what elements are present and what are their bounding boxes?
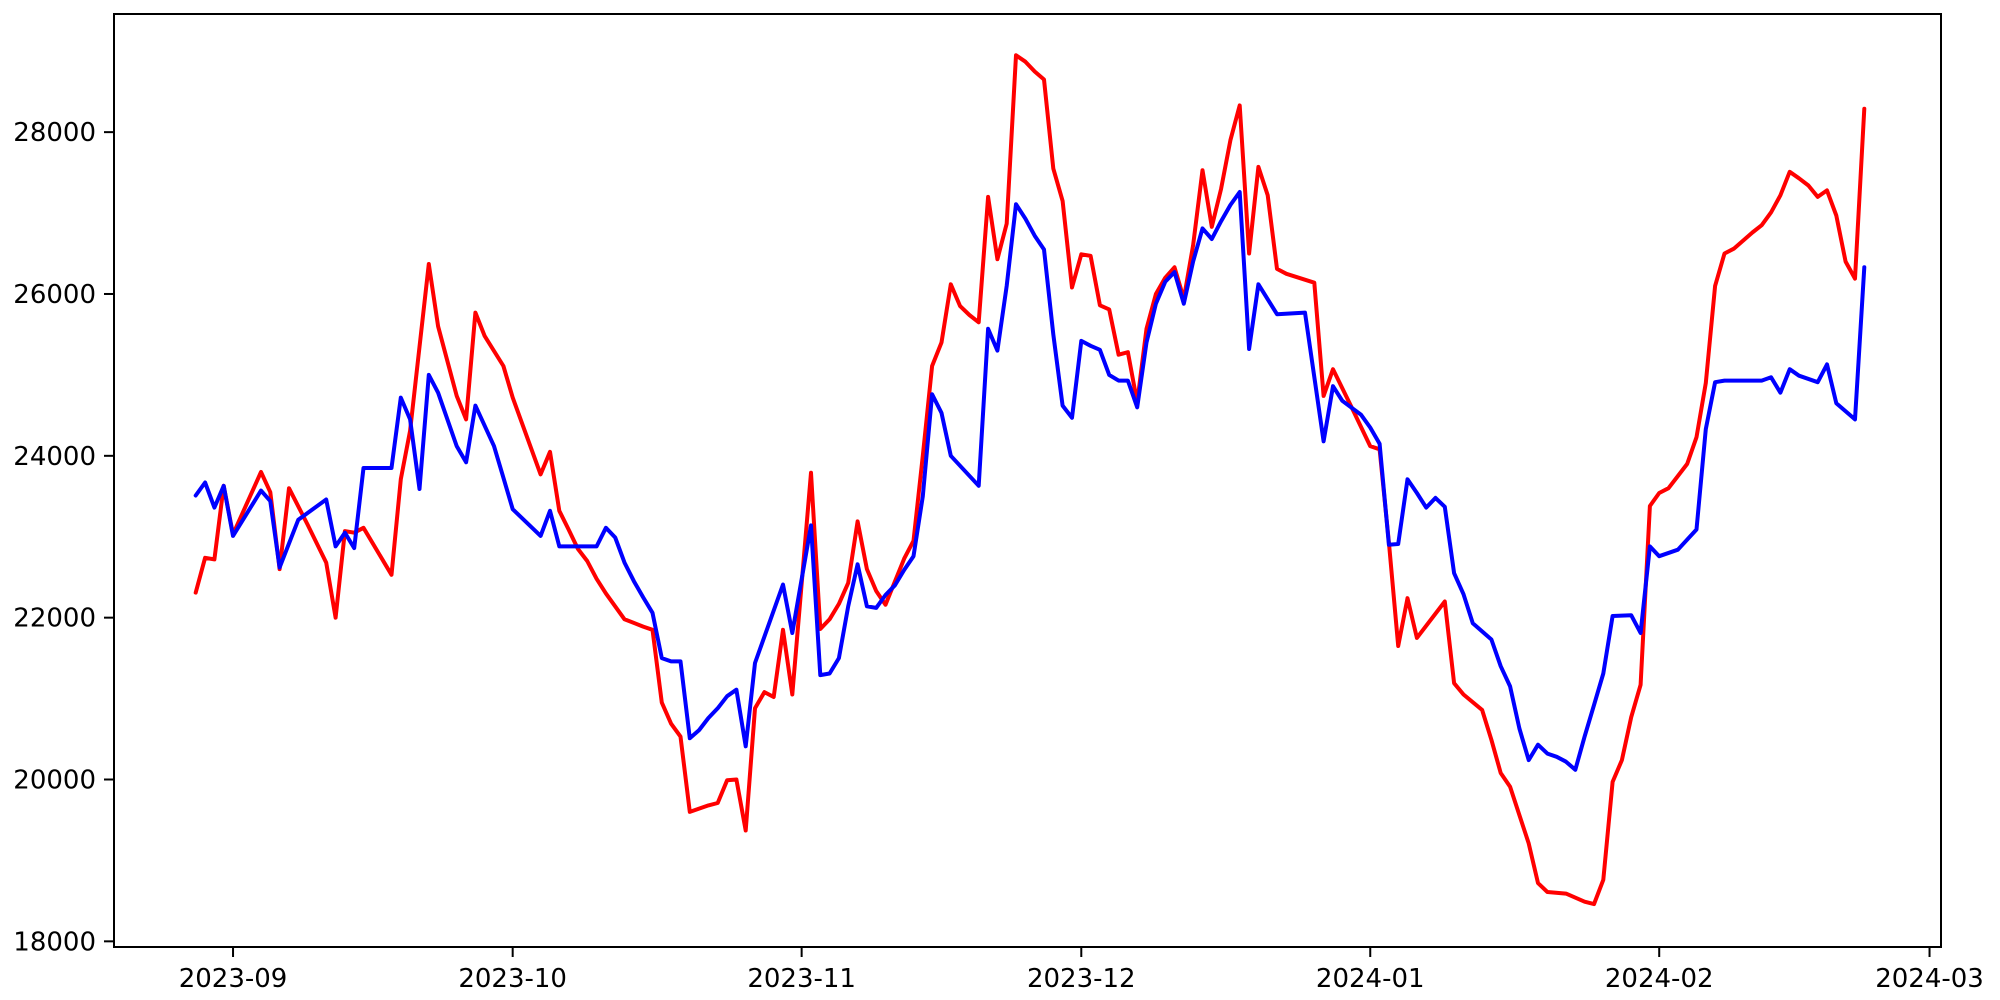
y-axis-ticks: 18000 20000 22000 24000 26000 28000	[13, 118, 114, 957]
y-tick-label: 26000	[13, 280, 96, 310]
x-tick-label: 2024-01	[1316, 964, 1425, 994]
y-tick-label: 22000	[13, 604, 96, 634]
x-tick-label: 2023-12	[1027, 964, 1136, 994]
plot-frame	[113, 13, 1942, 948]
series-lines	[193, 53, 1867, 907]
x-tick-label: 2023-09	[179, 964, 288, 994]
red-series-line	[193, 53, 1867, 907]
y-tick-label: 28000	[13, 118, 96, 148]
x-axis-ticks: 2023-09 2023-10 2023-11 2023-12 2024-01 2024-…	[179, 947, 1984, 994]
axes-box	[113, 13, 1942, 948]
blue-series-line	[193, 190, 1867, 772]
y-tick-label: 20000	[13, 765, 96, 795]
y-tick-label: 18000	[13, 927, 96, 957]
y-tick-label: 24000	[13, 442, 96, 472]
x-tick-label: 2023-11	[747, 964, 856, 994]
x-tick-label: 2024-02	[1605, 964, 1714, 994]
x-tick-label: 2024-03	[1875, 964, 1984, 994]
x-tick-label: 2023-10	[458, 964, 567, 994]
